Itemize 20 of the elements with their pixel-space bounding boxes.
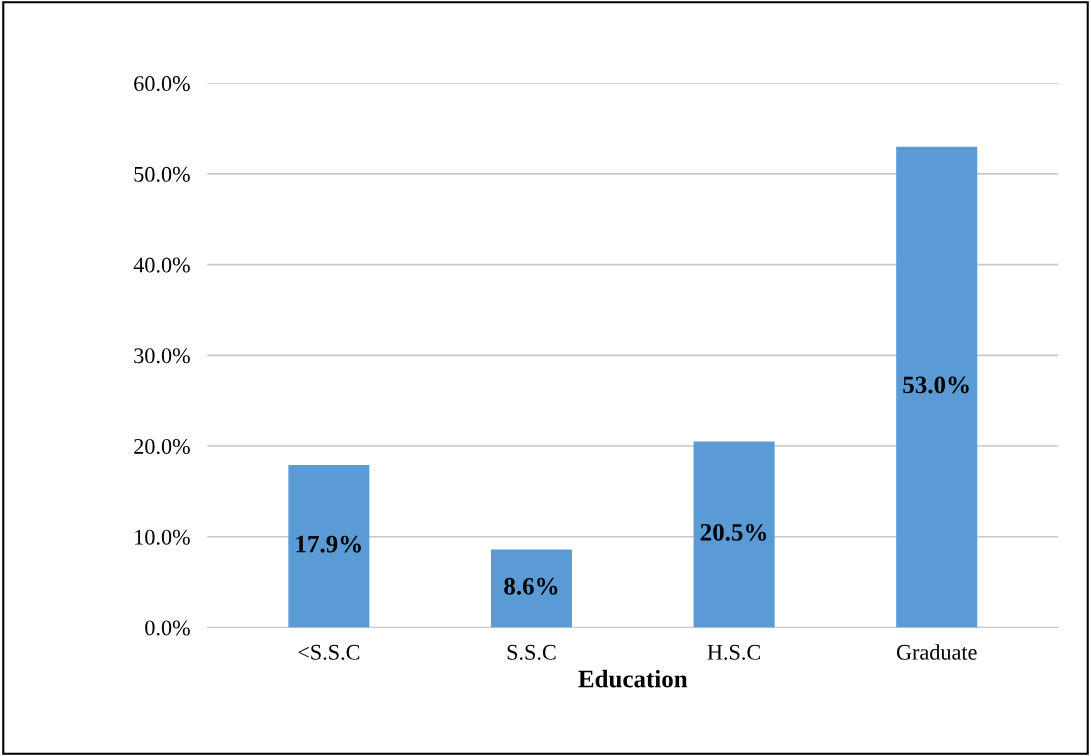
data-label: 20.5% — [700, 523, 767, 541]
y-tick-label: 30.0% — [134, 348, 190, 364]
x-tick-label: H.S.C — [707, 644, 761, 660]
data-label: 17.9% — [296, 535, 361, 553]
x-axis-title: Education — [578, 669, 688, 688]
data-label: 53.0% — [903, 376, 969, 394]
data-label: 8.6% — [504, 577, 558, 595]
bar — [693, 441, 775, 628]
bar — [896, 146, 978, 628]
x-tick-label: Graduate — [896, 644, 977, 660]
bar — [288, 465, 370, 628]
x-tick-label: S.S.C — [507, 644, 556, 660]
y-tick-label: 40.0% — [133, 257, 190, 273]
y-tick-label: 50.0% — [134, 166, 190, 182]
x-tick-label: <S.S.C — [298, 644, 360, 660]
y-tick-label: 60.0% — [134, 76, 190, 92]
y-tick-label: 0.0% — [145, 620, 190, 636]
bar — [490, 549, 572, 628]
y-tick-label: 20.0% — [134, 438, 190, 455]
y-tick-label: 10.0% — [135, 529, 190, 545]
